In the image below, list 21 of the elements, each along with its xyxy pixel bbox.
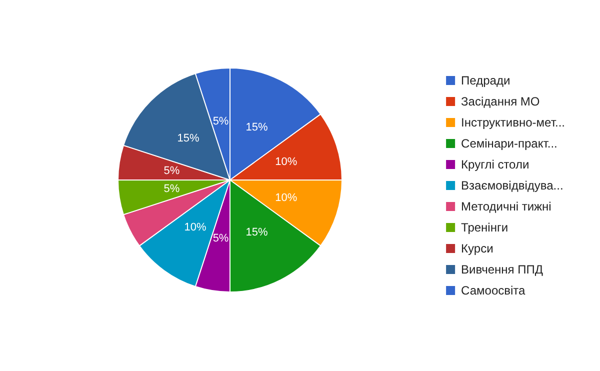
legend-label: Курси <box>461 242 494 256</box>
legend-label: Семінари-практ... <box>461 136 558 150</box>
legend-label: Методичні тижні <box>461 200 552 214</box>
legend-label: Самоосвіта <box>461 284 526 298</box>
legend-label: Засідання МО <box>461 94 540 108</box>
legend-label: Інструктивно-мет... <box>461 116 566 130</box>
data-label: 5% <box>164 183 180 196</box>
data-label: 5% <box>164 164 180 177</box>
legend-label: Круглі столи <box>461 158 530 172</box>
data-label: 10% <box>275 156 298 168</box>
legend-label: Взаємовідвідува... <box>461 178 564 192</box>
data-label: 15% <box>177 132 200 144</box>
legend-label: Вивчення ППД <box>461 262 543 276</box>
legend-label: Тренінги <box>461 220 508 234</box>
data-label: 10% <box>184 222 207 234</box>
data-label: 15% <box>246 121 268 134</box>
data-label: 5% <box>212 116 229 128</box>
data-label: 5% <box>212 232 229 244</box>
data-label: 15% <box>246 226 268 239</box>
data-label: 10% <box>275 192 298 204</box>
legend-label: Педради <box>461 74 510 88</box>
